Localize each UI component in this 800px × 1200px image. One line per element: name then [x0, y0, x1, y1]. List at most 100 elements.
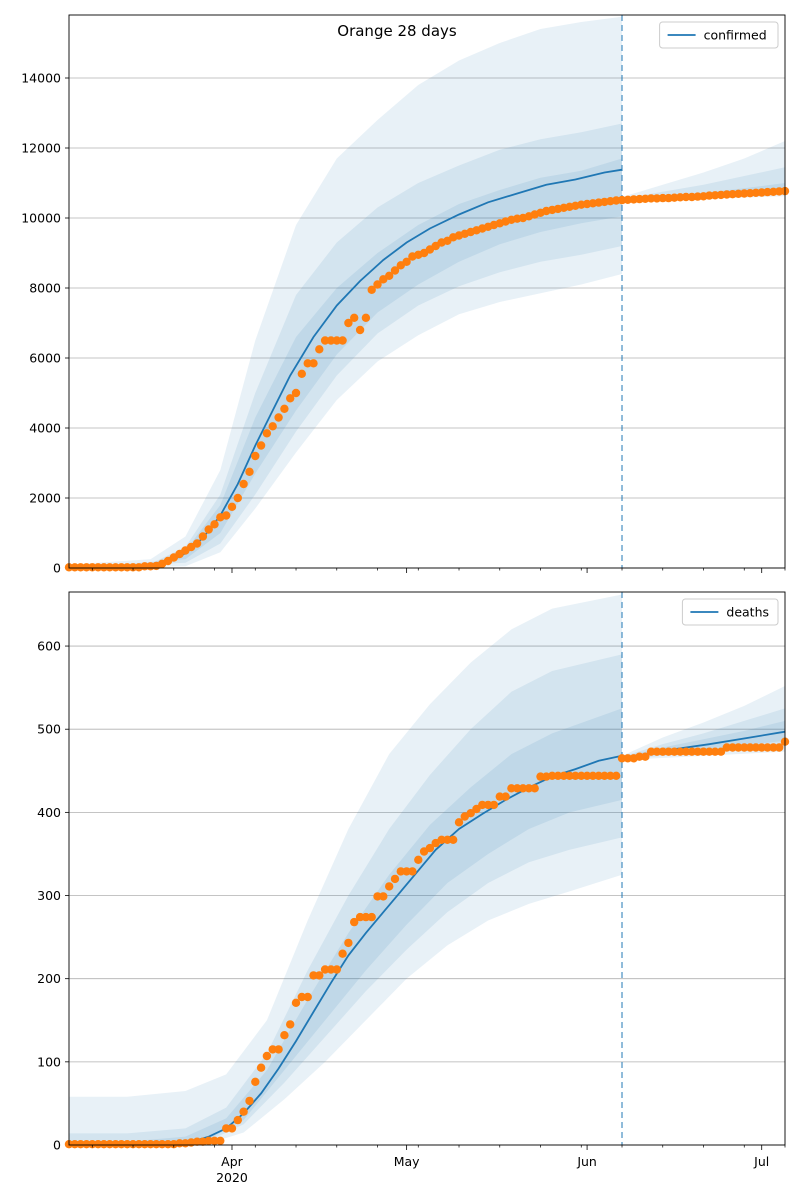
observed-point [262, 429, 272, 438]
observed-point [693, 747, 702, 756]
observed-point [402, 257, 411, 266]
observed-point [658, 193, 667, 203]
x-tick-label: May [394, 1154, 420, 1169]
observed-point [734, 189, 743, 198]
observed-point [402, 867, 411, 876]
y-tick-label: 500 [37, 722, 61, 737]
observed-point [705, 747, 714, 756]
y-tick-label: 10000 [21, 211, 61, 226]
y-tick-label: 6000 [29, 351, 61, 366]
y-tick-label: 200 [37, 971, 61, 986]
observed-point [326, 336, 336, 345]
observed-point [216, 1136, 225, 1146]
confirmed-chart-panel: 0 2000 4000 6000 8000 10000 12000 14000 confirme… [21, 14, 790, 576]
observed-point [70, 563, 80, 572]
observed-point [617, 754, 627, 763]
x-tick-sublabel: 2020 [216, 1170, 248, 1185]
observed-point [227, 1124, 237, 1133]
observed-point [70, 1140, 80, 1149]
observed-point [227, 502, 237, 511]
observed-point [565, 771, 574, 780]
observed-point [716, 747, 726, 756]
observed-point [775, 743, 784, 752]
observed-point [385, 882, 394, 891]
observed-point [687, 747, 697, 756]
observed-point [367, 285, 376, 294]
observed-point [681, 192, 691, 202]
confidence-band-middle [69, 654, 623, 1145]
observed-point [192, 539, 202, 548]
observed-point [635, 752, 644, 761]
observed-point [99, 563, 109, 572]
forecast-band [622, 141, 785, 202]
observed-point [414, 855, 423, 864]
observed-point [268, 1045, 277, 1054]
observed-point [123, 563, 132, 572]
observed-point [268, 422, 277, 431]
observed-point [88, 1140, 97, 1149]
y-tick-label: 14000 [21, 71, 61, 86]
observed-point [344, 318, 353, 328]
y-tick-label: 400 [37, 805, 61, 820]
confidence-band-inner [69, 708, 623, 1145]
observed-point [140, 1140, 149, 1149]
observed-point [699, 747, 708, 756]
confidence-band-outer [69, 594, 623, 1145]
observed-point [722, 743, 731, 752]
legend-box [681, 598, 779, 626]
observed-point [262, 1051, 272, 1061]
observed-point [553, 771, 563, 780]
observed-point [326, 965, 336, 974]
observed-point [93, 563, 103, 572]
observed-point [128, 563, 138, 572]
observed-point [361, 912, 371, 922]
observed-point [222, 511, 231, 520]
observed-point [291, 998, 301, 1007]
observed-point [76, 1140, 85, 1149]
observed-point [99, 1140, 109, 1149]
observed-point [350, 917, 359, 927]
observed-point [652, 194, 662, 203]
observed-point [93, 1140, 103, 1149]
figure-title: Orange 28 days [337, 22, 457, 40]
observed-point [286, 394, 295, 403]
axes-frame [68, 14, 786, 569]
observed-point [315, 345, 324, 354]
observed-point [198, 532, 208, 541]
observed-point [536, 772, 545, 781]
x-tick-label: Jun [576, 1154, 597, 1169]
confidence-band-outer [69, 16, 623, 568]
observed-point [82, 1140, 91, 1149]
observed-point [286, 1020, 295, 1029]
confidence-band-middle [69, 123, 623, 568]
axes-frame [68, 591, 786, 1146]
observed-point [303, 992, 312, 1002]
observed-point [478, 800, 487, 810]
observed-point [559, 771, 568, 780]
legend-label: confirmed [704, 28, 767, 43]
observed-point [222, 1124, 231, 1133]
observed-point [495, 792, 504, 801]
observed-point [437, 835, 446, 844]
observed-point [320, 336, 330, 345]
observed-point [646, 194, 656, 203]
observed-point [233, 493, 242, 503]
observed-point [769, 743, 778, 752]
observed-point [82, 563, 91, 572]
observed-point [128, 1140, 138, 1149]
observed-point [344, 938, 353, 948]
observed-point [734, 743, 743, 752]
observed-point [449, 835, 458, 844]
legend: confirmed [659, 21, 779, 49]
observed-point [740, 743, 749, 752]
observed-point [315, 971, 324, 980]
observed-point [245, 1096, 254, 1106]
observed-point [751, 743, 761, 752]
observed-point [239, 1107, 248, 1116]
observed-point [710, 747, 720, 756]
observed-point [355, 325, 365, 335]
observed-point [152, 1140, 161, 1149]
observed-point [588, 771, 598, 780]
